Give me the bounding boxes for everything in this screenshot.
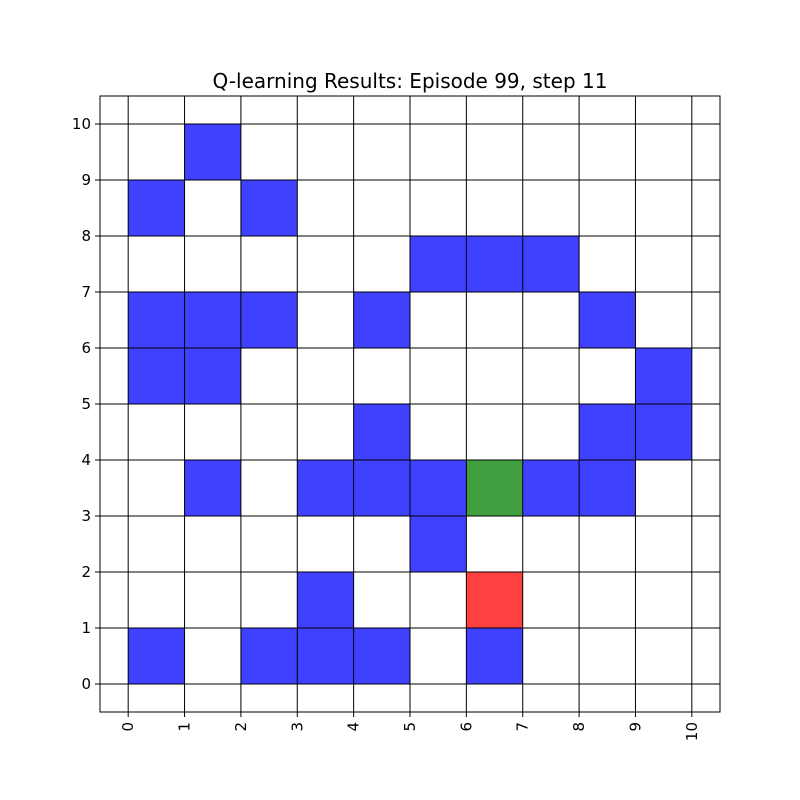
cell-obstacle-8-6	[579, 292, 636, 348]
y-tick-label: 8	[81, 227, 91, 245]
cell-obstacle-2-6	[240, 292, 298, 348]
cell-obstacle-3-0	[297, 628, 354, 684]
cell-obstacle-7-7	[522, 236, 580, 292]
cells-layer	[128, 124, 692, 684]
y-tick-label: 4	[81, 451, 91, 469]
cell-obstacle-5-7	[410, 236, 467, 292]
cell-obstacle-6-0	[466, 628, 523, 684]
y-tick-label: 5	[81, 395, 91, 413]
cell-obstacle-7-3	[522, 460, 580, 516]
cell-obstacle-9-5	[635, 348, 692, 404]
x-tick-label: 6	[457, 722, 475, 732]
cell-obstacle-8-3	[579, 460, 636, 516]
x-tick-label: 5	[401, 722, 419, 732]
y-tick-label: 10	[72, 115, 91, 133]
y-tick-label: 3	[81, 507, 91, 525]
y-tick-label: 9	[81, 171, 91, 189]
x-tick-label: 7	[514, 722, 532, 732]
cell-obstacle-0-8	[128, 180, 185, 236]
cell-obstacle-2-0	[240, 628, 298, 684]
grid-lines	[100, 96, 720, 712]
cell-obstacle-0-0	[128, 628, 185, 684]
cell-obstacle-5-3	[410, 460, 467, 516]
cell-obstacle-4-3	[353, 460, 410, 516]
cell-obstacle-1-9	[184, 124, 241, 180]
cell-obstacle-6-7	[466, 236, 523, 292]
x-tick-label: 9	[626, 722, 644, 732]
cell-obstacle-5-2	[410, 516, 467, 572]
x-tick-label: 0	[119, 722, 137, 732]
cell-obstacle-4-4	[353, 404, 410, 460]
chart-title: Q-learning Results: Episode 99, step 11	[213, 69, 608, 93]
y-tick-label: 6	[81, 339, 91, 357]
cell-obstacle-4-0	[353, 628, 410, 684]
x-tick-label: 3	[288, 722, 306, 732]
cell-obstacle-3-3	[297, 460, 354, 516]
cell-obstacle-8-4	[579, 404, 636, 460]
cell-obstacle-1-5	[184, 348, 241, 404]
cell-obstacle-0-5	[128, 348, 185, 404]
y-tick-label: 7	[81, 283, 91, 301]
cell-obstacle-1-6	[184, 292, 241, 348]
cell-obstacle-9-4	[635, 404, 692, 460]
y-tick-label: 1	[81, 619, 91, 637]
cell-obstacle-0-6	[128, 292, 185, 348]
cell-obstacle-3-1	[297, 572, 354, 628]
cell-goal-6-3	[466, 460, 523, 516]
cell-obstacle-4-6	[353, 292, 410, 348]
x-tick-label: 4	[345, 722, 363, 732]
axis-ticks: 0 1 2 3 4 5 6 7 8 9 10 0 1 2 3 4 5 6 7 8 9 10	[72, 115, 701, 741]
cell-obstacle-2-8	[240, 180, 298, 236]
x-tick-label: 1	[176, 722, 194, 732]
y-tick-label: 2	[81, 563, 91, 581]
x-tick-label: 8	[570, 722, 588, 732]
cell-obstacle-1-3	[184, 460, 241, 516]
x-tick-label: 2	[232, 722, 250, 732]
cell-agent-6-1	[466, 572, 523, 628]
y-tick-label: 0	[81, 675, 91, 693]
x-tick-label: 10	[683, 722, 701, 741]
